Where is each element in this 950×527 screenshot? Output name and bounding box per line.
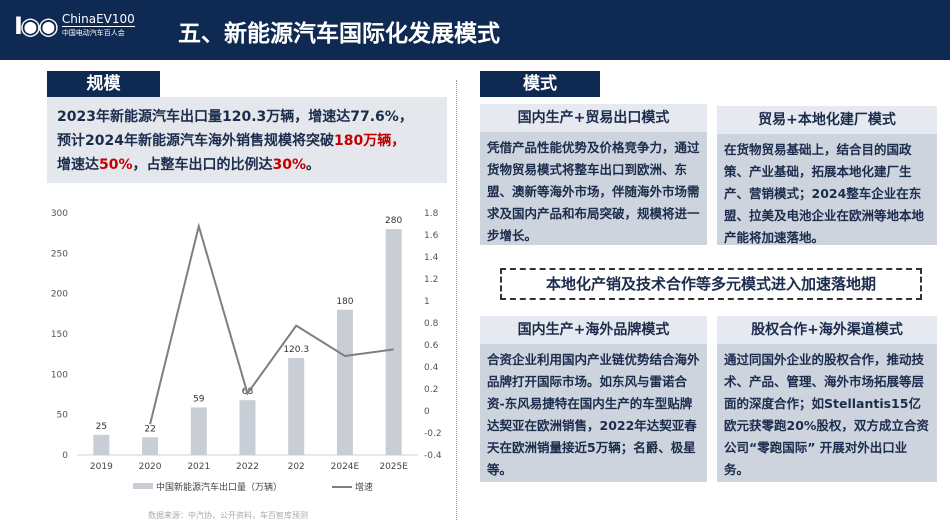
summary-box: 2023年新能源汽车出口量120.3万辆，增速达77.6%， 预计2024年新能…	[47, 97, 447, 183]
bar-label: 59	[193, 394, 205, 404]
y-left-tick: 300	[51, 209, 68, 219]
y-right-tick: 0.6	[424, 341, 439, 351]
summary-text: 预计2024年新能源汽车海外销售规模将突破	[57, 133, 334, 149]
x-tick: 2024E	[331, 462, 360, 472]
x-tick: 2019	[90, 462, 113, 472]
mode-card: 国内生产+海外品牌模式合资企业利用国内产业链优势结合海外品牌打开国际市场。如东风…	[480, 316, 707, 482]
summary-line: 预计2024年新能源汽车海外销售规模将突破180万辆，	[57, 129, 437, 153]
y-left-tick: 50	[57, 411, 69, 421]
highlight: 180万辆，	[333, 133, 406, 149]
mode-card-body: 通过同国外企业的股权合作，推动技术、产品、管理、海外市场拓展等层面的深度合作；如…	[724, 352, 929, 477]
bar-label: 180	[336, 297, 353, 307]
y-right-tick: 1.4	[424, 253, 439, 263]
highlight: 30%	[272, 157, 307, 173]
legend-bar-label: 中国新能源汽车出口量（万辆）	[156, 481, 282, 493]
summary-text: 。	[306, 157, 321, 173]
x-tick: 2022	[236, 462, 259, 472]
highlight: 50%	[99, 157, 133, 173]
mode-card: 国内生产+贸易出口模式凭借产品性能优势及价格竞争力，通过货物贸易模式将整车出口到…	[480, 104, 707, 245]
mode-card-title: 国内生产+海外品牌模式	[480, 316, 707, 344]
summary-text: 增速达	[57, 157, 99, 173]
page-title: 五、新能源汽车国际化发展模式	[178, 21, 500, 47]
bar-label: 22	[144, 424, 155, 434]
y-right-tick: 0	[424, 407, 430, 417]
x-tick: 2025E	[379, 462, 408, 472]
highlight-banner: 本地化产销及技术合作等多元模式进入加速落地期	[500, 268, 922, 300]
y-right-tick: -0.4	[424, 451, 442, 461]
logo-text-en: ChinaEV100	[61, 11, 135, 26]
logo-icon: I◉◉	[14, 12, 59, 40]
growth-line	[149, 222, 394, 425]
divider	[456, 80, 457, 520]
bar	[142, 437, 159, 455]
legend-bar-swatch	[133, 483, 153, 489]
mode-card-title: 国内生产+贸易出口模式	[480, 104, 707, 132]
mode-card-title: 贸易+本地化建厂模式	[717, 106, 937, 134]
bar	[288, 357, 305, 455]
export-chart: 0 50 100 150 200 250 300 -0.4 -0.2 0 0.2 0.4 0.6 0.8 1…	[51, 209, 442, 493]
mode-card-body: 合资企业利用国内产业链优势结合海外品牌打开国际市场。如东风与雷诺合资-东风易捷特…	[487, 352, 700, 477]
bar	[336, 309, 353, 455]
y-right-tick: 1.2	[424, 275, 438, 285]
x-tick: 2020	[139, 462, 162, 472]
summary-text: ，占整车出口的比例达	[132, 157, 273, 173]
y-left-tick: 250	[51, 249, 68, 259]
y-right-tick: 1	[424, 297, 430, 307]
logo-text-cn: 中国电动汽车百人会	[61, 25, 135, 40]
x-tick: 2021	[187, 462, 210, 472]
mode-card: 股权合作+海外渠道模式通过同国外企业的股权合作，推动技术、产品、管理、海外市场拓…	[717, 316, 937, 482]
y-left-tick: 150	[51, 330, 68, 340]
y-right-tick: 0.2	[424, 385, 438, 395]
summary-line: 2023年新能源汽车出口量120.3万辆，增速达77.6%，	[57, 109, 413, 125]
y-left-tick: 100	[51, 370, 68, 380]
data-source: 数据来源：中汽协，公开资料，车百智库预测	[148, 511, 308, 520]
y-left-tick: 0	[62, 451, 68, 461]
mode-card-body: 凭借产品性能优势及价格竞争力，通过货物贸易模式将整车出口到欧洲、东盟、澳新等海外…	[487, 140, 700, 243]
bar	[385, 229, 402, 455]
bar-label: 280	[385, 216, 402, 226]
section-label-scale: 规模	[47, 71, 160, 97]
bar	[190, 407, 207, 455]
mode-card-body: 在货物贸易基础上，结合目的国政策、产业基础，拓展本地化建厂生产、营销模式；202…	[724, 142, 925, 245]
y-left-tick: 200	[51, 290, 68, 300]
summary-line: 增速达50%，占整车出口的比例达30%。	[57, 153, 437, 177]
bar-label: 25	[96, 422, 107, 432]
bar	[239, 400, 256, 455]
y-right-tick: 0.4	[424, 363, 439, 373]
bar-label: 120.3	[283, 345, 309, 355]
mode-card-title: 股权合作+海外渠道模式	[717, 316, 937, 344]
x-tick: 202	[288, 462, 305, 472]
bar	[93, 434, 110, 455]
header-bar: I◉◉ ChinaEV100 中国电动汽车百人会 五、新能源汽车国际化发展模式	[0, 0, 950, 60]
mode-card: 贸易+本地化建厂模式在货物贸易基础上，结合目的国政策、产业基础，拓展本地化建厂生…	[717, 106, 937, 245]
logo: I◉◉ ChinaEV100 中国电动汽车百人会	[14, 12, 135, 40]
y-right-tick: 0.8	[424, 319, 439, 329]
legend-line-label: 增速	[355, 481, 373, 493]
y-right-tick: -0.2	[424, 429, 442, 439]
y-right-tick: 1.6	[424, 231, 439, 241]
section-label-mode: 模式	[480, 71, 600, 97]
y-right-tick: 1.8	[424, 209, 439, 219]
